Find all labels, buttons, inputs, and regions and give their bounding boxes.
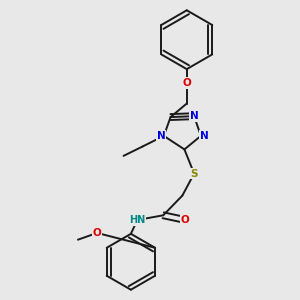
Text: S: S [190, 169, 198, 178]
Text: O: O [182, 78, 191, 88]
Text: HN: HN [129, 215, 146, 225]
Text: N: N [157, 131, 166, 141]
Text: N: N [190, 111, 199, 121]
Text: O: O [93, 228, 101, 238]
Text: O: O [181, 215, 190, 225]
Text: N: N [200, 131, 209, 141]
